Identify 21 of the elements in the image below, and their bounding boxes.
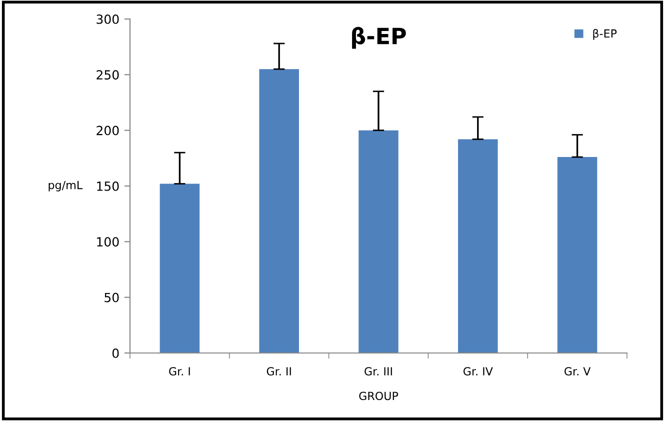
x-tick-label: Gr. III (364, 367, 392, 376)
x-tick-label: Gr. IV (463, 367, 493, 376)
x-tick-label: Gr. V (564, 367, 591, 376)
y-tick-label: 150 (97, 181, 119, 191)
y-axis-title: pg/mL (48, 180, 83, 192)
bar (458, 139, 498, 353)
bar (358, 130, 398, 353)
y-tick-label: 100 (97, 237, 119, 247)
bar (557, 157, 598, 353)
x-tick-label: Gr. I (169, 367, 190, 376)
x-axis-title: GROUP (359, 392, 398, 400)
y-tick-label: 200 (96, 126, 119, 136)
bar (160, 184, 200, 353)
chart-title: β-EP (352, 26, 406, 49)
y-tick-label: 50 (104, 292, 119, 302)
y-tick-label: 0 (112, 348, 119, 358)
y-tick-label: 250 (96, 70, 119, 80)
legend-label: β-EP (593, 29, 617, 40)
y-tick-label: 300 (96, 14, 119, 24)
x-tick-label: Gr. II (266, 367, 291, 376)
bar (259, 69, 299, 353)
